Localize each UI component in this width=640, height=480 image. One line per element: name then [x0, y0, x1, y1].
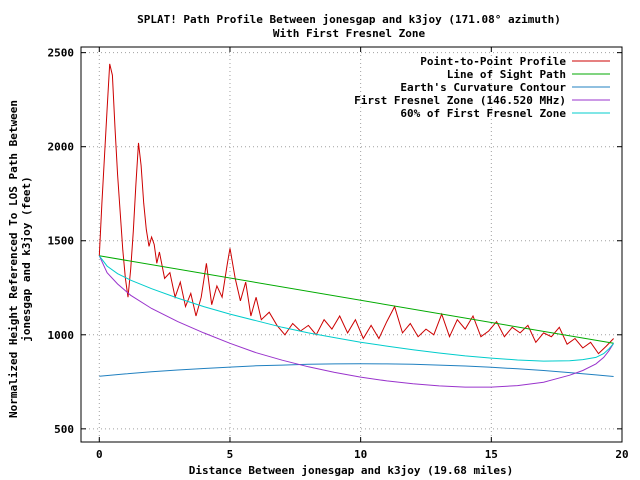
- y-tick-label: 500: [54, 423, 74, 436]
- legend-label: Point-to-Point Profile: [420, 55, 566, 68]
- series-layer: [98, 63, 615, 388]
- series-first-fresnel-zone-146-520-mhz: [98, 255, 615, 388]
- legend-label: Line of Sight Path: [447, 68, 566, 81]
- series-60-of-first-fresnel-zone: [98, 255, 614, 362]
- y-tick-label: 2500: [48, 47, 75, 60]
- series-earth-s-curvature-contour: [99, 363, 614, 377]
- chart-title: SPLAT! Path Profile Between jonesgap and…: [137, 13, 561, 26]
- x-tick-label: 5: [227, 448, 234, 461]
- x-tick-label: 15: [485, 448, 498, 461]
- plot-frame: [80, 46, 623, 443]
- legend-label: 60% of First Fresnel Zone: [400, 107, 566, 120]
- y-axis-label-line2: jonesgap and k3joy (feet): [20, 176, 33, 342]
- axis-ticks: 0 5 10 15 20 500 1000 1500 2000 2500: [48, 47, 629, 461]
- x-axis-label: Distance Between jonesgap and k3joy (19.…: [189, 464, 514, 477]
- series-line-of-sight-path: [99, 255, 614, 344]
- chart-subtitle: With First Fresnel Zone: [273, 27, 426, 40]
- legend-label: First Fresnel Zone (146.520 MHz): [354, 94, 566, 107]
- series-point-to-point-profile: [98, 63, 614, 355]
- x-tick-label: 20: [615, 448, 628, 461]
- y-tick-label: 2000: [48, 141, 75, 154]
- x-tick-label: 10: [354, 448, 367, 461]
- legend-label: Earth's Curvature Contour: [400, 81, 566, 94]
- y-axis-label-line1: Normalized Height Referenced To LOS Path…: [7, 100, 20, 418]
- x-tick-label: 0: [96, 448, 103, 461]
- y-tick-label: 1000: [48, 329, 75, 342]
- y-tick-label: 1500: [48, 235, 75, 248]
